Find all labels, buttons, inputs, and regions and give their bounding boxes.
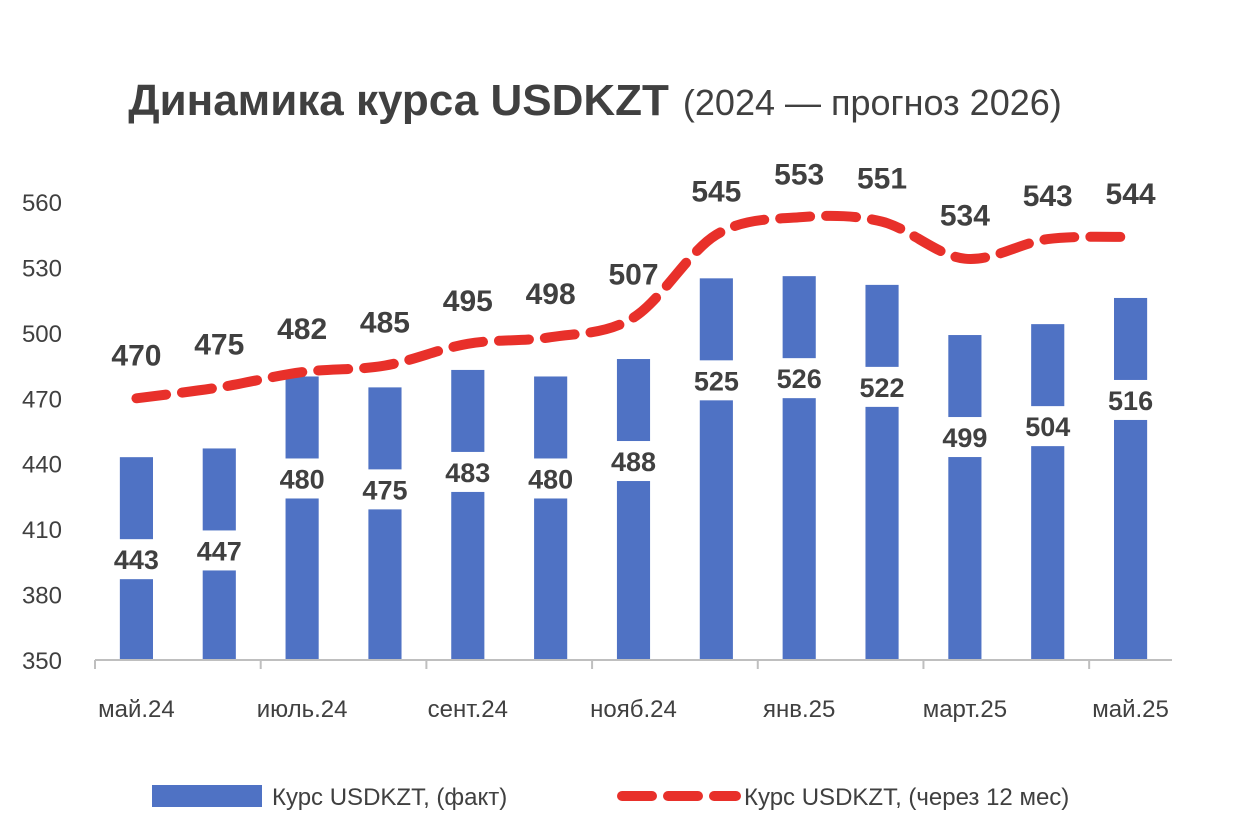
bar-data-label: 480 [528,464,573,494]
x-tick-label: нояб.24 [590,696,677,723]
legend-label-bar: Курс USDKZT, (факт) [272,784,507,811]
bar-data-labels: 443 447 480 475 483 480 488 525 526 522 499 504 516 [96,358,1171,580]
x-tick-label: июль.24 [257,696,348,723]
bar [285,376,319,660]
bar-label-backing [676,360,757,401]
y-tick-label: 440 [22,452,62,479]
y-axis: 350 380 410 440 470 500 530 560 [22,190,62,675]
bar [1031,324,1065,660]
bar-label-backing [262,458,343,499]
bar [451,369,485,660]
chart-subtitle: (2024 — прогноз 2026) [683,82,1062,123]
bar-label-backing [842,366,923,407]
bar-data-label: 483 [445,458,490,488]
bar-label-backing [427,451,508,492]
bar-data-label: 526 [777,364,822,394]
bar-label-backing [1007,406,1088,447]
x-tick-label: сент.24 [428,696,508,723]
line-data-label: 553 [774,158,824,191]
bar-data-label: 488 [611,447,656,477]
bar-data-label: 504 [1025,412,1070,442]
line-data-label: 534 [940,200,990,233]
line-series [131,210,1136,404]
y-tick-label: 470 [22,386,62,413]
bar-data-label: 475 [362,475,407,505]
bar-series [119,276,1148,660]
bar-label-backing [344,469,425,510]
x-axis: май.24 июль.24 сент.24 нояб.24 янв.25 март.25… [94,659,1172,723]
bar-data-label: 525 [694,366,739,396]
chart-title-main: Динамика курса USDKZT [128,76,669,125]
bar-data-label: 516 [1108,386,1153,416]
bar-label-backing [96,539,177,580]
line-data-labels: 470 475 482 485 495 498 507 545 553 551 534 543 544 [111,158,1156,372]
bar [1114,297,1148,660]
bar-data-label: 447 [197,536,242,566]
bar [948,335,982,660]
chart-title: Динамика курса USDKZT (2024 — прогноз 202… [128,76,1062,125]
legend: Курс USDKZT, (факт) Курс USDKZT, (через … [152,784,1069,811]
bar-data-label: 522 [860,373,905,403]
line-data-label: 545 [691,176,741,209]
line-path [131,210,1136,404]
bar-label-backing [179,530,260,571]
line-data-label: 470 [111,339,161,372]
x-tick-label: янв.25 [763,696,835,723]
legend-swatch-bar [152,785,262,807]
bar-label-backing [593,441,674,482]
y-tick-label: 530 [22,255,62,282]
bar [782,276,816,660]
y-tick-label: 350 [22,648,62,675]
line-data-label: 551 [857,163,907,196]
line-data-label: 507 [608,259,658,292]
bar [368,387,402,660]
line-data-label: 482 [277,313,327,346]
line-data-label: 544 [1106,178,1156,211]
bar [699,278,733,660]
y-tick-label: 410 [22,517,62,544]
bar-label-backing [510,458,591,499]
x-tick-label: май.24 [98,696,175,723]
bar-data-label: 480 [280,464,325,494]
x-tick-label: май.25 [1092,696,1169,723]
bar [616,359,651,660]
bar-data-label: 499 [942,423,987,453]
y-tick-label: 380 [22,583,62,610]
line-data-label: 485 [360,307,410,340]
bar-label-backing [759,358,840,399]
bar-label-backing [924,417,1005,458]
bar-data-label: 443 [114,545,159,575]
line-data-label: 498 [526,278,576,311]
y-tick-label: 500 [22,321,62,348]
line-data-label: 495 [443,285,493,318]
bar-label-backing [1090,379,1171,420]
y-tick-label: 560 [22,190,62,217]
x-tick-label: март.25 [923,696,1007,723]
line-data-label: 475 [194,328,244,361]
legend-label-line: Курс USDKZT, (через 12 мес) [744,784,1069,811]
line-data-label: 543 [1023,180,1073,213]
bar [534,376,568,660]
bar [865,284,899,660]
